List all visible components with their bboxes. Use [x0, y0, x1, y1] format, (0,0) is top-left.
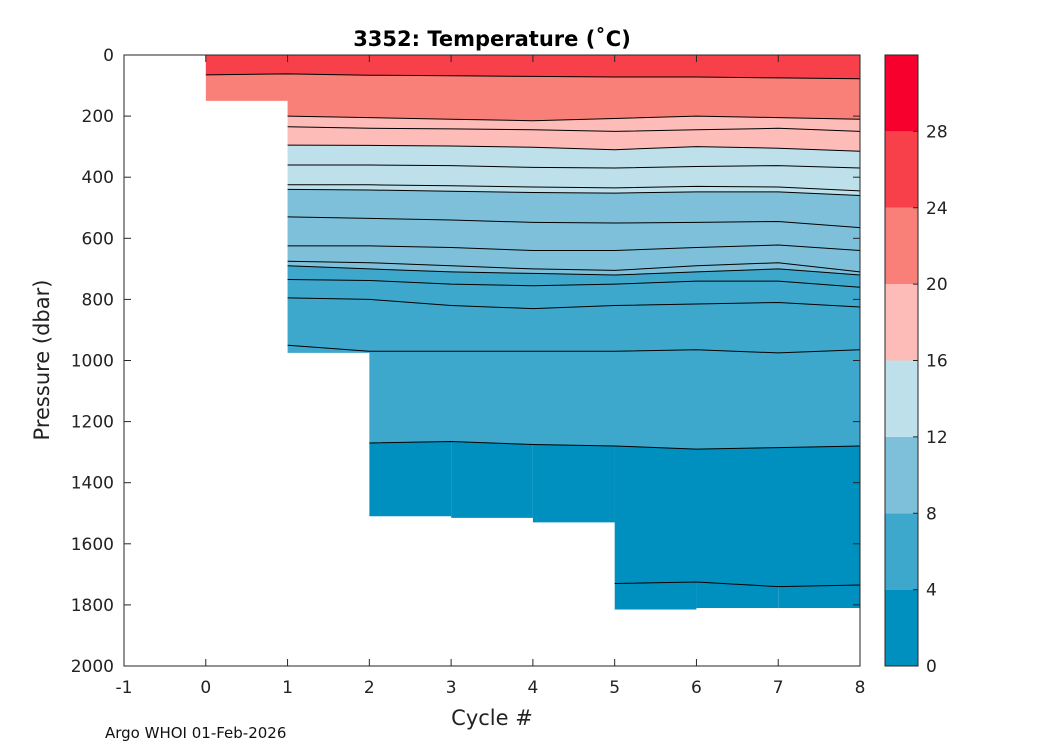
colorbar-tick-label: 4 [926, 581, 937, 601]
colorbar-band [885, 284, 918, 361]
x-tick-label: 8 [855, 678, 866, 698]
x-tick-label: 0 [200, 678, 211, 698]
no-data-mask [124, 55, 860, 666]
isotherm-line [287, 297, 861, 310]
footer-credit: Argo WHOI 01-Feb-2026 [105, 724, 287, 742]
colorbar-band [885, 513, 918, 590]
isotherm-line [287, 188, 861, 196]
colorbar: 0 4 8 12 16 20 24 28 [884, 54, 948, 677]
y-tick-label: 1800 [71, 596, 114, 616]
isotherm-line [287, 115, 861, 122]
colorbar-band [885, 55, 918, 132]
x-tick-label: 3 [446, 678, 457, 698]
isotherm-line [287, 260, 861, 273]
y-tick-label: 1000 [71, 352, 114, 372]
y-tick-label: 200 [82, 107, 114, 127]
colorbar-tick-label: 28 [926, 122, 948, 142]
y-axis: 0 200 400 600 800 1000 1200 1400 1600 1800 2000 [71, 46, 860, 677]
colorbar-tick-label: 20 [926, 275, 948, 295]
isotherm-line [287, 144, 861, 152]
chart-title: 3352: Temperature (˚C) [353, 27, 631, 51]
isotherm-line [287, 279, 861, 288]
contour-lines [205, 73, 861, 588]
colorbar-band [885, 131, 918, 208]
y-tick-label: 600 [82, 229, 114, 249]
x-tick-label: 4 [527, 678, 538, 698]
isotherm-line [287, 184, 861, 192]
colorbar-tick-label: 8 [926, 504, 937, 524]
isotherm-line [205, 73, 861, 80]
y-tick-label: 1200 [71, 413, 114, 433]
y-tick-label: 400 [82, 168, 114, 188]
isotherm-line [287, 344, 861, 354]
isotherm-line [614, 581, 861, 588]
colorbar-band [885, 436, 918, 514]
y-tick-label: 1600 [71, 535, 114, 555]
y-tick-label: 800 [82, 290, 114, 310]
isotherm-line [287, 126, 861, 132]
colorbar-tick-label: 12 [926, 428, 948, 448]
colorbar-band [885, 207, 918, 285]
x-tick-label: 5 [609, 678, 620, 698]
isotherm-line [287, 216, 861, 229]
isotherm-line [369, 440, 861, 450]
x-axis-label: Cycle # [451, 706, 533, 730]
isotherm-line [287, 265, 861, 276]
colorbar-band [885, 589, 918, 666]
colorbar-tick-label: 16 [926, 352, 948, 372]
isotherm-line [287, 244, 861, 251]
y-tick-label: 0 [103, 46, 114, 66]
x-tick-label: 6 [691, 678, 702, 698]
x-tick-label: 7 [773, 678, 784, 698]
x-tick-label: 1 [282, 678, 293, 698]
colorbar-tick-label: 24 [926, 199, 948, 219]
x-axis: -1 0 1 2 3 4 5 6 7 8 [116, 55, 866, 698]
x-tick-label: 2 [364, 678, 375, 698]
colorbar-band [885, 360, 918, 437]
y-axis-label: Pressure (dbar) [30, 280, 54, 441]
colorbar-tick-label: 0 [926, 657, 937, 677]
x-tick-label: -1 [116, 678, 133, 698]
y-tick-label: 2000 [71, 657, 114, 677]
isotherm-line [287, 164, 861, 169]
y-tick-label: 1400 [71, 474, 114, 494]
